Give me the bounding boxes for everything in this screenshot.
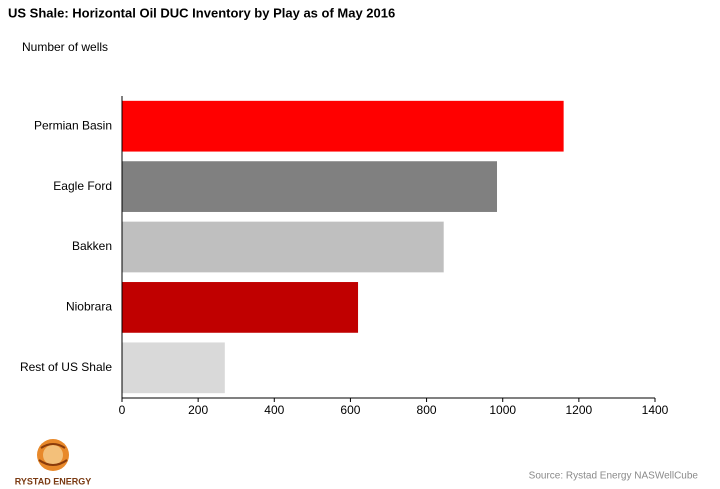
y-tick-label: Permian Basin (34, 118, 112, 132)
bar (122, 282, 359, 333)
x-tick-label: 400 (264, 403, 284, 417)
y-tick-label: Rest of US Shale (20, 360, 112, 374)
logo-globe-inner (43, 445, 63, 465)
bar (122, 221, 444, 273)
logo (37, 439, 69, 471)
bar (122, 100, 564, 152)
bar (122, 161, 498, 212)
bar (122, 342, 225, 394)
x-tick-label: 1400 (642, 403, 669, 417)
logo-lines (38, 443, 68, 466)
logo-text: RYSTAD ENERGY (15, 476, 92, 486)
x-tick-label: 600 (340, 403, 360, 417)
x-tick-label: 0 (119, 403, 126, 417)
chart-title: US Shale: Horizontal Oil DUC Inventory b… (8, 5, 395, 20)
x-tick-label: 800 (417, 403, 437, 417)
x-tick-label: 1000 (489, 403, 516, 417)
x-tick-label: 200 (188, 403, 208, 417)
y-tick-label: Niobrara (66, 300, 112, 314)
y-tick-label: Bakken (72, 239, 112, 253)
y-tick-label: Eagle Ford (53, 179, 112, 193)
subtitle: Number of wells (22, 40, 108, 54)
x-tick-label: 1200 (566, 403, 593, 417)
source: Source: Rystad Energy NASWellCube (529, 471, 699, 482)
